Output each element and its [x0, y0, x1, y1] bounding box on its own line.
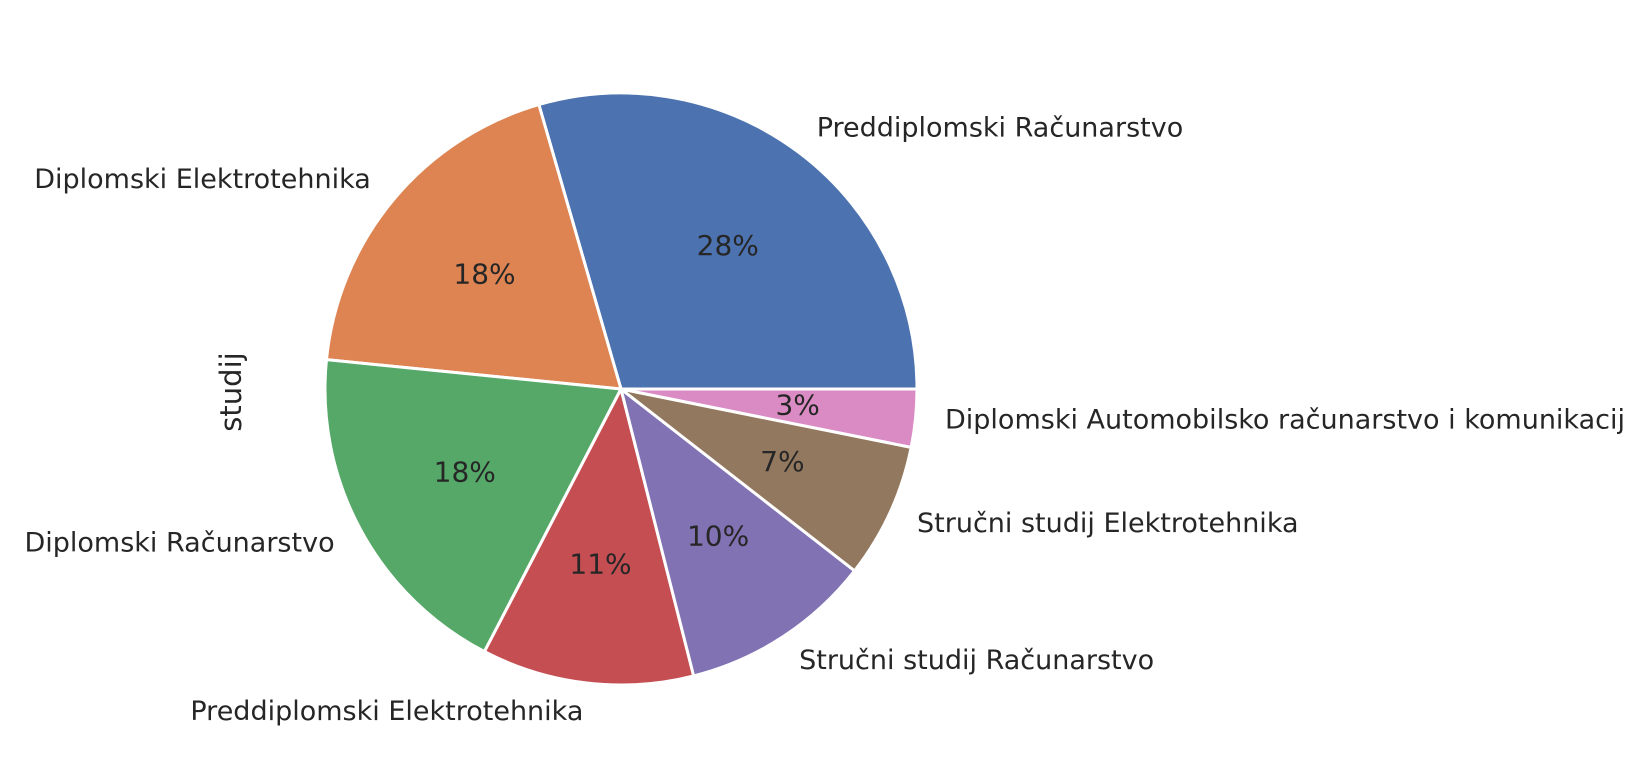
slice-category-label: Preddiplomski Elektrotehnika [190, 696, 583, 727]
slice-percent-label: 18% [453, 257, 515, 290]
y-axis-label: studij [214, 352, 248, 431]
slice-percent-label: 11% [569, 547, 631, 580]
pie-slice [482, 384, 696, 687]
pie-slice [620, 387, 913, 573]
slice-percent-label: 3% [775, 389, 819, 422]
pie-slice [537, 91, 919, 391]
slice-category-label: Preddiplomski Računarstvo [817, 112, 1184, 143]
pie-slices [323, 91, 919, 687]
pie-slice [620, 387, 919, 450]
percent-labels: 28% 18% 18% 11% 10% 7% 3% [434, 229, 820, 580]
pie-slice [324, 102, 624, 391]
slice-category-label: Stručni studij Elektrotehnika [917, 508, 1299, 539]
slice-category-label: Diplomski Automobilsko računarstvo i kom… [945, 405, 1625, 436]
slice-labels: Preddiplomski Računarstvo Diplomski Elekt… [24, 112, 1625, 727]
slice-percent-label: 18% [434, 456, 496, 489]
slice-percent-label: 28% [697, 229, 759, 262]
pie-slice [618, 385, 857, 678]
slice-category-label: Diplomski Računarstvo [24, 528, 334, 559]
slice-percent-label: 7% [760, 445, 804, 478]
slice-category-label: Diplomski Elektrotehnika [34, 164, 371, 195]
slice-category-label: Stručni studij Računarstvo [799, 645, 1154, 676]
slice-percent-label: 10% [687, 520, 749, 553]
pie-slice [323, 358, 624, 654]
